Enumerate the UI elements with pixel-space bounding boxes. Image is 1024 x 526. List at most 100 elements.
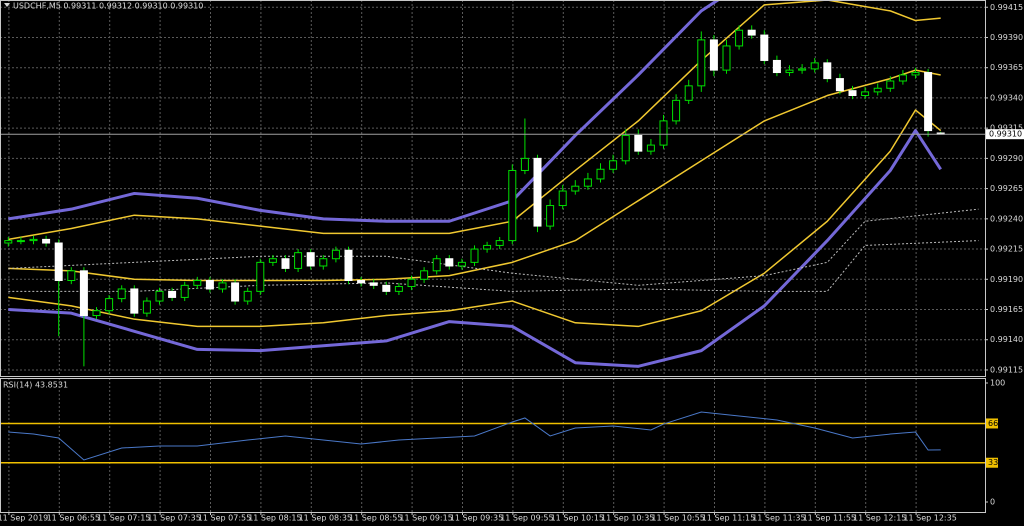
candle-body	[29, 238, 38, 242]
chart-title: USDCHF,M5 0.99311 0.99312 0.99310 0.9931…	[13, 2, 203, 11]
candle-body	[344, 249, 353, 281]
x-tick-label: 11 Sep 07:55	[198, 514, 251, 523]
x-tick-label: 11 Sep 11:15	[702, 514, 755, 523]
x-tick-label: 11 Sep 08:15	[248, 514, 301, 523]
candle-body	[357, 279, 366, 284]
candle-body	[848, 90, 857, 97]
candle-body	[54, 242, 63, 281]
candle-body	[105, 298, 114, 312]
y-tick-label: 0.99365	[990, 63, 1023, 72]
candle-body	[659, 120, 668, 146]
candle-body	[42, 238, 51, 244]
menu-triangle	[4, 3, 10, 7]
candle-body	[483, 244, 492, 250]
candle-body	[79, 270, 88, 317]
candle-body	[268, 258, 277, 263]
x-tick-label: 11 Sep 07:35	[147, 514, 200, 523]
candle-body	[798, 68, 807, 71]
candle-body	[886, 80, 895, 89]
x-tick-label: 11 Sep 10:55	[651, 514, 704, 523]
candle-body	[4, 240, 13, 244]
main-panel-frame	[0, 0, 986, 377]
candle-body	[508, 169, 517, 242]
candle-body	[911, 72, 920, 76]
candle-body	[445, 258, 454, 267]
candle-body	[130, 288, 139, 314]
x-tick-label: 11 Sep 10:35	[601, 514, 654, 523]
candle-body	[634, 134, 643, 152]
candle-body	[924, 72, 933, 132]
rsi-title: RSI(14) 43.8531	[3, 381, 68, 390]
candle-body	[420, 270, 429, 280]
candle-body	[722, 45, 731, 71]
candle-body	[394, 286, 403, 292]
candle-body	[760, 34, 769, 61]
rsi-panel-frame	[0, 378, 986, 513]
candle-body	[331, 249, 340, 260]
candle-body	[735, 29, 744, 47]
rsi-plot	[0, 411, 985, 464]
candle-body	[672, 99, 681, 122]
indicator-line	[8, 129, 942, 368]
indicator-line	[8, 69, 941, 282]
candle-body	[294, 252, 303, 269]
x-tick-label: 11 Sep 12:15	[853, 514, 906, 523]
y-tick-label: 0.99290	[990, 154, 1023, 163]
indicator-line	[8, 109, 942, 328]
candle-body	[281, 258, 290, 269]
y-tick-label: 0.99165	[990, 305, 1023, 314]
x-tick-label: 11 Sep 10:15	[551, 514, 604, 523]
x-tick-label: 11 Sep 06:55	[47, 514, 100, 523]
x-tick-label: 11 Sep 11:55	[803, 514, 856, 523]
candle-body	[546, 205, 555, 227]
rsi-level-label: 33	[988, 458, 998, 467]
y-tick-label: 0.99115	[990, 365, 1023, 374]
main-plot	[0, 0, 985, 376]
x-tick-label: 11 Sep 11:35	[752, 514, 805, 523]
candle-body	[205, 279, 214, 290]
x-tick-label: 11 Sep 12:35	[903, 514, 956, 523]
candle-body	[231, 282, 240, 302]
candle-body	[533, 157, 542, 227]
y-tick-label: 0.99265	[990, 184, 1023, 193]
rsi-level-label: 66	[988, 419, 998, 428]
candle-body	[256, 261, 265, 292]
candle-body	[583, 178, 592, 187]
candle-body	[92, 310, 101, 317]
y-tick-label: 0.99140	[990, 335, 1023, 344]
candle-body	[898, 74, 907, 82]
candle-body	[684, 85, 693, 101]
current-price-label: 0.99310	[989, 130, 1022, 139]
y-tick-label: 0.99215	[990, 245, 1023, 254]
candle-body	[596, 168, 605, 180]
candle-body	[785, 69, 794, 74]
candle-body	[180, 284, 189, 298]
candle-body	[155, 290, 164, 302]
candle-body	[457, 261, 466, 267]
y-tick-label: 0.99340	[990, 93, 1023, 102]
x-tick-label: 11 Sep 08:55	[349, 514, 402, 523]
candle-body	[369, 282, 378, 286]
candle-body	[243, 290, 252, 302]
candle-body	[558, 190, 567, 207]
y-tick-label: 0.99315	[990, 124, 1023, 133]
candle-body	[382, 284, 391, 292]
rsi-line	[8, 411, 941, 461]
candle-body	[747, 29, 756, 36]
candle-body	[772, 59, 781, 74]
candle-body	[306, 252, 315, 267]
x-tick-label: 11 Sep 09:55	[500, 514, 553, 523]
y-tick-label: 100	[990, 378, 1005, 387]
candle-body	[709, 39, 718, 71]
candle-body	[16, 240, 25, 243]
candle-body	[621, 134, 630, 162]
x-tick-label: 11 Sep 09:15	[399, 514, 452, 523]
rsi-level-box	[986, 457, 998, 468]
candle-body	[873, 87, 882, 93]
y-tick-label: 0.99390	[990, 33, 1023, 42]
candle-body	[407, 278, 416, 288]
y-tick-label: 0.99415	[990, 3, 1023, 12]
x-tick-label: 11 Sep 08:35	[299, 514, 352, 523]
